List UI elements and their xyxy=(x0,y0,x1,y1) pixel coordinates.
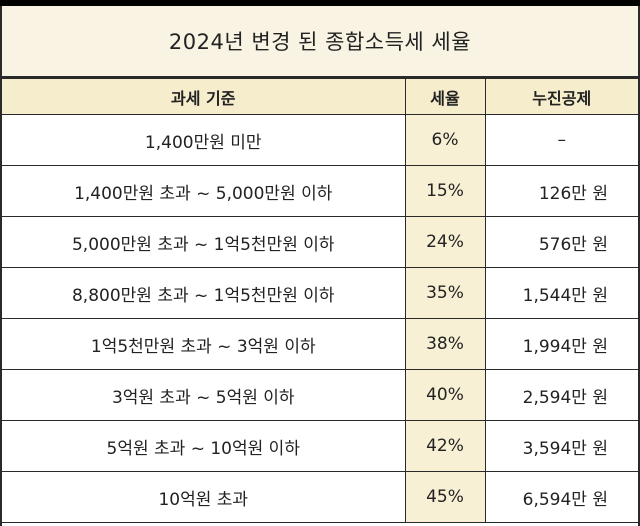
header-progressive-deduction: 누진공제 xyxy=(484,78,638,115)
tax-base-cell: 1,400만원 미만 xyxy=(2,114,406,166)
tax-rate-cell: 42% xyxy=(404,420,486,472)
tax-base-cell: 5억원 초과 ~ 10억원 이하 xyxy=(2,420,406,472)
header-tax-rate: 세율 xyxy=(404,78,486,115)
table-row: 5억원 초과 ~ 10억원 이하 42% 3,594만 원 xyxy=(2,420,638,472)
tax-rate-cell: 35% xyxy=(404,267,486,319)
tax-rate-cell: 6% xyxy=(404,114,486,166)
table-row: 3억원 초과 ~ 5억원 이하 40% 2,594만 원 xyxy=(2,369,638,421)
tax-base-cell: 10억원 초과 xyxy=(2,471,406,523)
deduction-cell: 1,994만 원 xyxy=(484,318,638,370)
deduction-cell: 2,594만 원 xyxy=(484,369,638,421)
table-row: 1억5천만원 초과 ~ 3억원 이하 38% 1,994만 원 xyxy=(2,318,638,370)
table-row: 8,800만원 초과 ~ 1억5천만원 이하 35% 1,544만 원 xyxy=(2,267,638,319)
table-header-row: 과세 기준 세율 누진공제 xyxy=(2,78,638,115)
deduction-cell: 126만 원 xyxy=(484,165,638,217)
deduction-cell: 3,594만 원 xyxy=(484,420,638,472)
page-title: 2024년 변경 된 종합소득세 세율 xyxy=(2,6,638,78)
tax-base-cell: 3억원 초과 ~ 5억원 이하 xyxy=(2,369,406,421)
deduction-cell: – xyxy=(484,114,638,166)
table-row: 10억원 초과 45% 6,594만 원 xyxy=(2,471,638,523)
tax-base-cell: 8,800만원 초과 ~ 1억5천만원 이하 xyxy=(2,267,406,319)
tax-rate-cell: 24% xyxy=(404,216,486,268)
table-row: 1,400만원 초과 ~ 5,000만원 이하 15% 126만 원 xyxy=(2,165,638,217)
tax-rate-table: 과세 기준 세율 누진공제 1,400만원 미만 6% – 1,400만원 초과… xyxy=(2,78,638,523)
tax-rate-cell: 45% xyxy=(404,471,486,523)
tax-rate-sheet: 2024년 변경 된 종합소득세 세율 과세 기준 세율 누진공제 1,400만… xyxy=(0,6,640,526)
tax-rate-cell: 15% xyxy=(404,165,486,217)
tax-base-cell: 5,000만원 초과 ~ 1억5천만원 이하 xyxy=(2,216,406,268)
tax-rate-cell: 40% xyxy=(404,369,486,421)
deduction-cell: 576만 원 xyxy=(484,216,638,268)
table-row: 1,400만원 미만 6% – xyxy=(2,114,638,166)
deduction-cell: 6,594만 원 xyxy=(484,471,638,523)
header-tax-base: 과세 기준 xyxy=(2,78,406,115)
table-row: 5,000만원 초과 ~ 1억5천만원 이하 24% 576만 원 xyxy=(2,216,638,268)
tax-base-cell: 1,400만원 초과 ~ 5,000만원 이하 xyxy=(2,165,406,217)
tax-rate-cell: 38% xyxy=(404,318,486,370)
deduction-cell: 1,544만 원 xyxy=(484,267,638,319)
tax-base-cell: 1억5천만원 초과 ~ 3억원 이하 xyxy=(2,318,406,370)
